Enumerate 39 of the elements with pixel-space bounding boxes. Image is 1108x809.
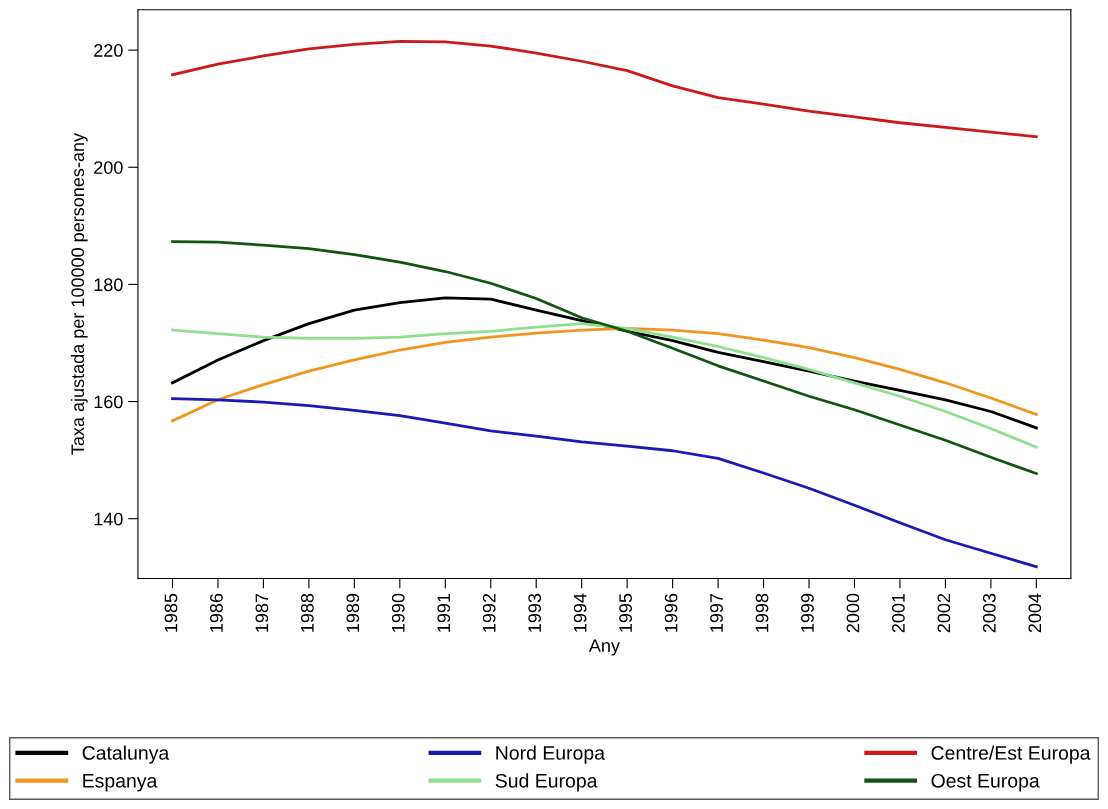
line-series xyxy=(171,322,1038,449)
line-series xyxy=(171,326,1038,423)
x-tick-label: 2002 xyxy=(937,593,951,633)
line-series xyxy=(171,397,1038,569)
x-tick-label: 1992 xyxy=(482,593,496,632)
y-axis-title: Taxa ajustada per 100000 persones-any xyxy=(70,132,88,455)
y-tick-label: 200 xyxy=(94,161,123,174)
y-tick-label: 160 xyxy=(94,395,123,409)
x-tick-label: 2003 xyxy=(982,593,996,633)
x-axis-title: Any xyxy=(588,639,620,656)
legend-label: Oest Europa xyxy=(931,773,1040,792)
x-tick-label: 1988 xyxy=(300,593,314,632)
x-tick-label: 1995 xyxy=(619,593,632,632)
legend-label: Catalunya xyxy=(82,745,170,764)
y-tick-label: 180 xyxy=(94,278,123,292)
legend-label: Sud Europa xyxy=(495,773,598,792)
y-tick-label: 140 xyxy=(94,512,123,526)
x-tick-label: 1987 xyxy=(255,593,269,632)
x-tick-label: 1999 xyxy=(801,593,814,632)
y-tick-label: 220 xyxy=(94,44,123,57)
x-tick-label: 1996 xyxy=(664,593,678,632)
x-tick-label: 1997 xyxy=(710,593,723,632)
line-series xyxy=(171,240,1038,475)
legend-label: Espanya xyxy=(83,774,158,792)
x-tick-label: 1989 xyxy=(346,593,360,632)
x-tick-label: 1994 xyxy=(573,593,587,632)
x-tick-label: 2004 xyxy=(1028,593,1042,633)
x-tick-label: 1985 xyxy=(164,593,178,632)
x-tick-label: 2000 xyxy=(846,593,860,633)
line-series xyxy=(171,296,1038,430)
legend-label: Nord Europa xyxy=(496,745,606,764)
x-tick-label: 1993 xyxy=(528,593,542,632)
x-tick-label: 2001 xyxy=(892,593,905,633)
x-tick-label: 1990 xyxy=(391,593,405,632)
x-tick-label: 1991 xyxy=(437,593,451,632)
x-tick-label: 1998 xyxy=(755,593,769,632)
x-tick-label: 1986 xyxy=(210,593,223,632)
line-series xyxy=(171,39,1038,139)
legend-label: Centre/Est Europa xyxy=(931,745,1091,764)
